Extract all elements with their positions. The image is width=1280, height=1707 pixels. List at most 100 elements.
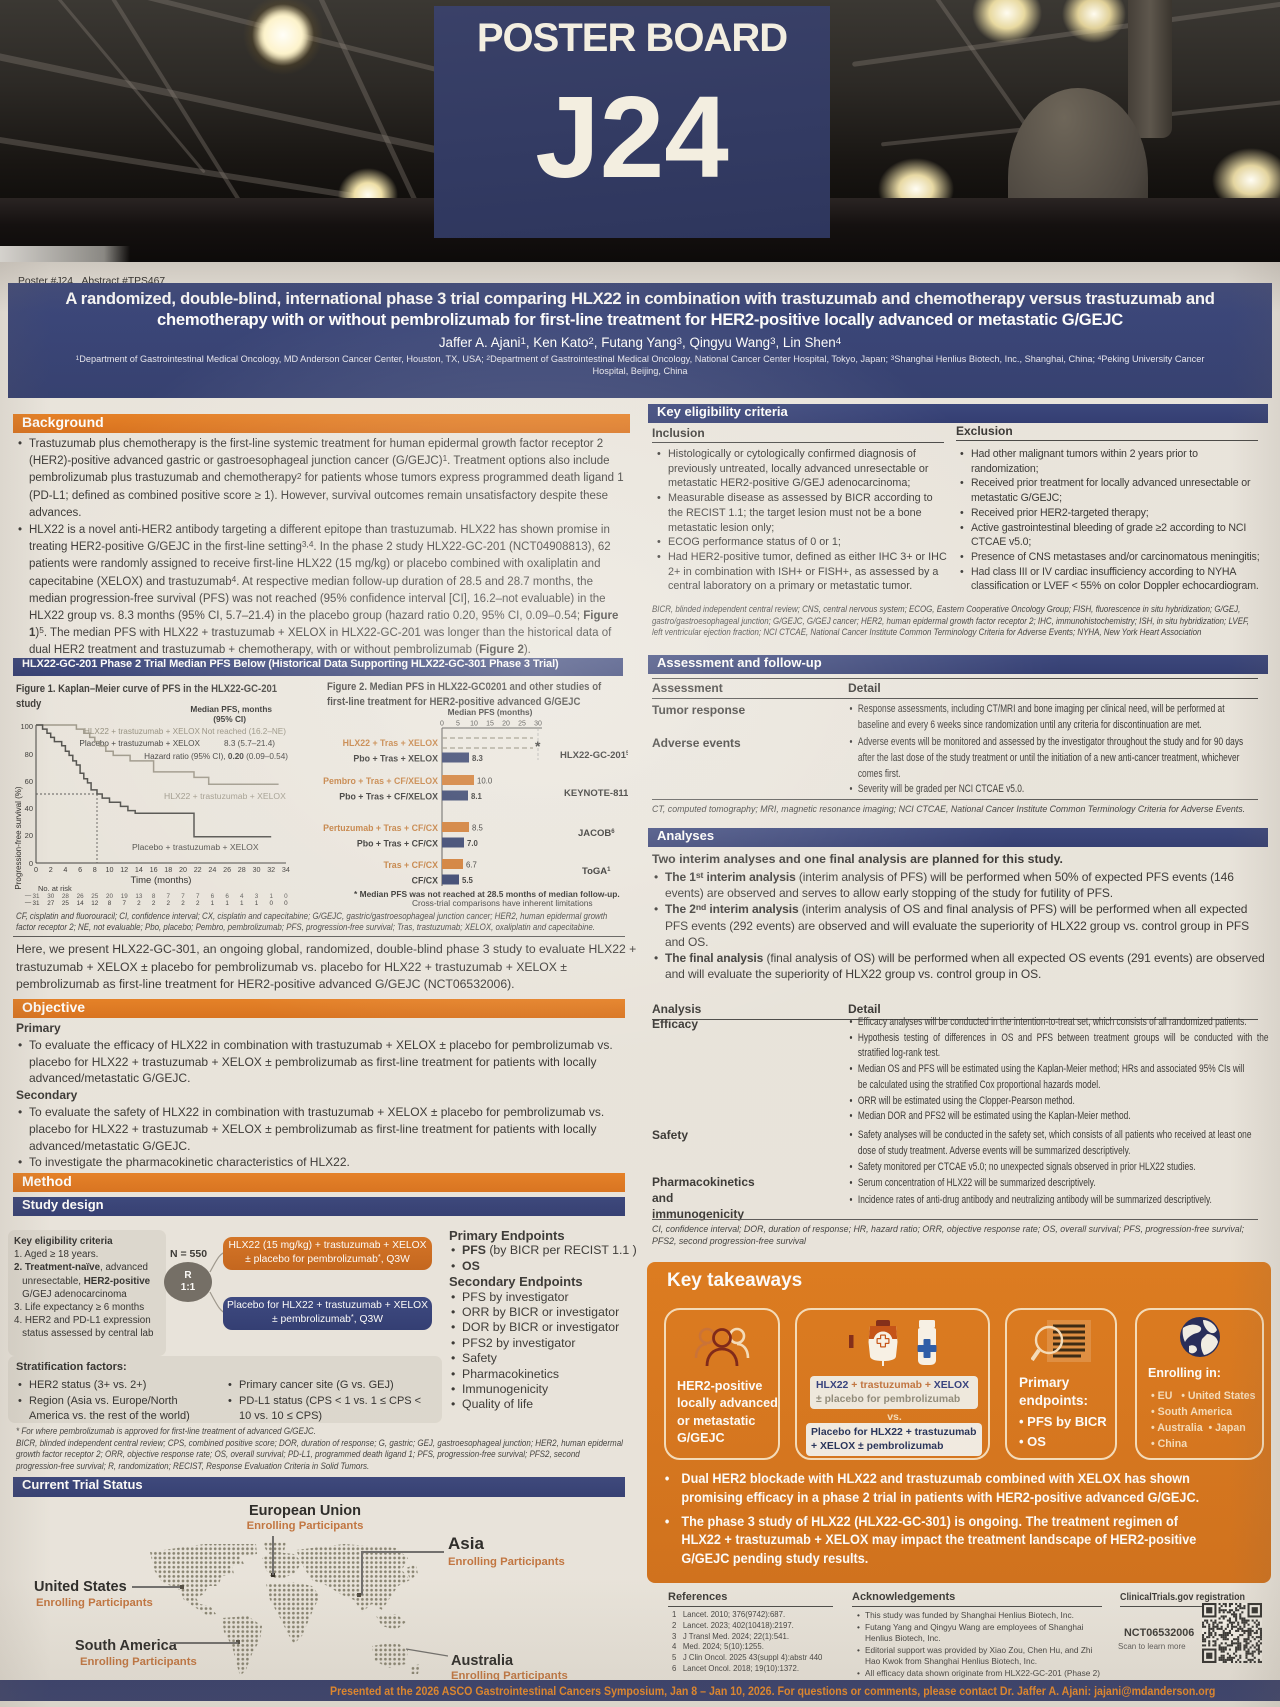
svg-text:8: 8 (152, 893, 156, 900)
svg-text:31: 31 (32, 893, 40, 900)
svg-text:Median PFS (months): Median PFS (months) (448, 707, 533, 717)
svg-text:2: 2 (49, 865, 53, 874)
svg-text:25: 25 (62, 900, 70, 907)
svg-text:6: 6 (78, 865, 82, 874)
svg-text:5.5: 5.5 (462, 876, 474, 885)
svg-text:22: 22 (194, 865, 202, 874)
svg-text:7: 7 (196, 893, 200, 900)
svg-text:1: 1 (240, 900, 244, 907)
svg-text:10.0: 10.0 (477, 777, 493, 786)
svg-text:7: 7 (167, 893, 171, 900)
svg-text:HLX22 + Tras + XELOX: HLX22 + Tras + XELOX (343, 738, 438, 748)
svg-text:6: 6 (225, 893, 229, 900)
svg-text:14: 14 (135, 865, 143, 874)
svg-text:Progression-free survival (%): Progression-free survival (%) (14, 786, 23, 889)
svg-text:Pbo + Tras + XELOX: Pbo + Tras + XELOX (353, 754, 438, 764)
svg-text:0: 0 (34, 865, 38, 874)
svg-text:10: 10 (470, 721, 478, 728)
svg-text:8.3 (5.7–21.4): 8.3 (5.7–21.4) (224, 739, 275, 748)
svg-text:10: 10 (106, 865, 114, 874)
svg-text:19: 19 (121, 893, 129, 900)
svg-text:7: 7 (122, 900, 126, 907)
svg-text:1: 1 (225, 900, 229, 907)
svg-text:15: 15 (486, 721, 494, 728)
svg-text:7.0: 7.0 (467, 839, 479, 848)
svg-text:Pembro + Tras + CF/XELOX: Pembro + Tras + CF/XELOX (323, 776, 438, 786)
svg-text:14: 14 (77, 900, 85, 907)
svg-text:40: 40 (25, 804, 33, 813)
svg-text:CF/CX: CF/CX (412, 876, 439, 886)
svg-text:30: 30 (253, 865, 261, 874)
svg-text:100: 100 (20, 722, 33, 731)
svg-text:5: 5 (456, 721, 460, 728)
svg-text:0: 0 (284, 893, 288, 900)
svg-text:26: 26 (77, 893, 85, 900)
svg-text:* Median PFS was not reached a: * Median PFS was not reached at 28.5 mon… (354, 889, 620, 899)
svg-text:34: 34 (282, 865, 290, 874)
svg-text:16: 16 (150, 865, 158, 874)
svg-text:2: 2 (167, 900, 171, 907)
svg-text:12: 12 (120, 865, 128, 874)
svg-text:Pbo + Tras + CF/XELOX: Pbo + Tras + CF/XELOX (339, 792, 438, 802)
svg-text:31: 31 (32, 900, 40, 907)
svg-text:Median PFS, months: Median PFS, months (190, 704, 272, 714)
svg-text:No. at risk: No. at risk (38, 884, 72, 893)
svg-text:20: 20 (106, 893, 114, 900)
svg-text:8.1: 8.1 (471, 792, 483, 801)
svg-text:(95% CI): (95% CI) (213, 714, 246, 724)
svg-text:8: 8 (108, 900, 112, 907)
svg-text:12: 12 (91, 900, 99, 907)
svg-text:Placebo + trastuzumab + XELOX: Placebo + trastuzumab + XELOX (132, 842, 259, 852)
svg-text:4: 4 (63, 865, 67, 874)
svg-text:—: — (25, 892, 32, 899)
svg-text:*: * (535, 738, 541, 754)
svg-text:30: 30 (534, 721, 542, 728)
svg-text:1: 1 (211, 900, 215, 907)
svg-text:Pertuzumab + Tras + CF/CX: Pertuzumab + Tras + CF/CX (323, 823, 438, 833)
svg-text:28: 28 (238, 865, 246, 874)
svg-text:8.3: 8.3 (472, 754, 484, 763)
svg-text:60: 60 (25, 777, 33, 786)
svg-text:Not reached (16.2–NE): Not reached (16.2–NE) (202, 727, 286, 736)
svg-text:2: 2 (152, 900, 156, 907)
svg-text:20: 20 (179, 865, 187, 874)
svg-text:26: 26 (223, 865, 231, 874)
svg-text:1: 1 (255, 900, 259, 907)
svg-text:4: 4 (240, 893, 244, 900)
svg-text:28: 28 (62, 893, 70, 900)
svg-text:3: 3 (255, 893, 259, 900)
svg-text:8.5: 8.5 (472, 824, 484, 833)
svg-text:27: 27 (47, 900, 55, 907)
svg-text:HLX22-GC-2015: HLX22-GC-2015 (560, 750, 628, 761)
svg-text:Cross-trial comparisons have i: Cross-trial comparisons have inherent li… (412, 898, 593, 908)
svg-text:2: 2 (196, 900, 200, 907)
svg-text:Pbo + Tras + CF/CX: Pbo + Tras + CF/CX (357, 839, 438, 849)
svg-text:20: 20 (502, 721, 510, 728)
svg-text:0: 0 (284, 900, 288, 907)
svg-text:KEYNOTE-8112: KEYNOTE-8112 (564, 788, 628, 799)
svg-text:JACOB6: JACOB6 (578, 828, 615, 839)
svg-text:25: 25 (91, 893, 99, 900)
svg-text:Hazard ratio (95% CI), 0.20 (0: Hazard ratio (95% CI), 0.20 (0.09–0.54) (144, 752, 288, 761)
svg-text:2: 2 (137, 900, 141, 907)
svg-text:13: 13 (135, 893, 143, 900)
svg-text:ToGA1: ToGA1 (582, 866, 611, 877)
svg-text:6: 6 (211, 893, 215, 900)
svg-text:1: 1 (269, 893, 273, 900)
svg-text:80: 80 (25, 750, 33, 759)
svg-text:20: 20 (25, 831, 33, 840)
svg-text:7: 7 (181, 893, 185, 900)
svg-text:Placebo + trastuzumab + XELOX: Placebo + trastuzumab + XELOX (79, 739, 200, 748)
svg-text:8: 8 (93, 865, 97, 874)
svg-text:0: 0 (440, 721, 444, 728)
svg-text:Time (months): Time (months) (131, 875, 192, 886)
svg-text:0: 0 (269, 900, 273, 907)
svg-text:18: 18 (164, 865, 172, 874)
svg-text:0: 0 (29, 859, 33, 868)
svg-text:6.7: 6.7 (466, 861, 477, 870)
svg-text:2: 2 (181, 900, 185, 907)
svg-text:32: 32 (267, 865, 275, 874)
svg-text:30: 30 (47, 893, 55, 900)
svg-text:24: 24 (208, 865, 216, 874)
svg-text:—: — (25, 899, 32, 906)
